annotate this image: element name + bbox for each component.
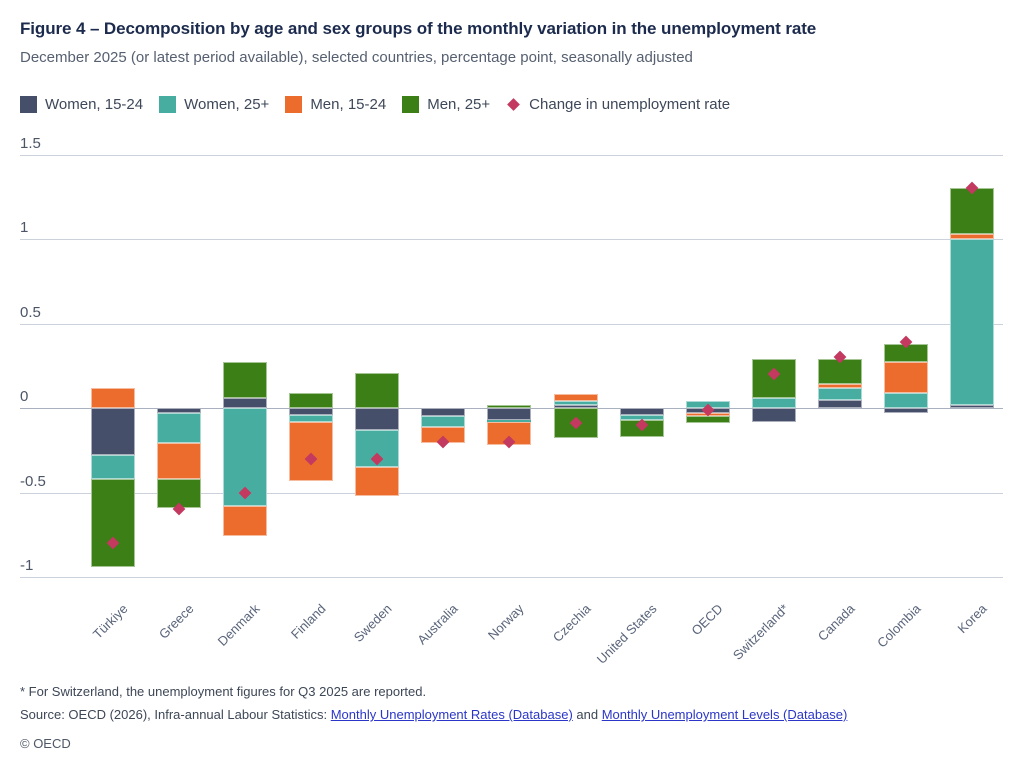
bar-segment-women-25- — [817, 387, 862, 400]
x-axis-country-label: OECD — [688, 601, 726, 639]
legend-item-women-25-: Women, 25+ — [159, 96, 269, 113]
bar-segment-men-25- — [950, 188, 995, 234]
legend-swatch-icon — [20, 96, 37, 113]
bar-segment-men-15-24 — [157, 443, 202, 479]
bar-segment-men-25- — [355, 372, 400, 408]
bar-segment-women-15-24 — [91, 408, 135, 456]
legend-label: Men, 25+ — [427, 96, 491, 113]
bar-segment-men-15-24 — [223, 506, 268, 537]
page-title: Figure 4 – Decomposition by age and sex … — [20, 19, 817, 38]
bar-segment-women-15-24 — [619, 408, 664, 415]
gridline — [20, 323, 1003, 325]
legend-label: Men, 15-24 — [310, 96, 387, 113]
bar-segment-women-25- — [751, 397, 796, 408]
gridline — [20, 239, 1003, 240]
y-axis-tick-label: 0.5 — [20, 303, 41, 321]
y-axis-tick-label: -0.5 — [20, 472, 46, 490]
y-axis-tick-label: 1 — [20, 219, 29, 236]
gridline — [20, 492, 1003, 494]
x-axis-country-label: Czechia — [549, 601, 594, 645]
bar-segment-men-25- — [223, 362, 268, 398]
bar-segment-men-15-24 — [355, 467, 400, 496]
legend-swatch-icon — [159, 96, 177, 113]
bar-segment-men-15-24 — [883, 362, 928, 393]
x-axis-country-label: Australia — [414, 601, 461, 648]
x-axis-country-label: Greece — [155, 601, 197, 642]
x-axis-country-label: Denmark — [214, 601, 263, 649]
x-axis-country-label: Colombia — [874, 601, 924, 651]
bar-segment-men-25- — [289, 392, 334, 408]
legend-label: Change in unemployment rate — [529, 96, 731, 113]
source-line: Source: OECD (2026), Infra-annual Labour… — [20, 707, 847, 722]
bar-segment-women-25- — [91, 455, 135, 479]
page-subtitle: December 2025 (or latest period availabl… — [20, 49, 693, 66]
bar-segment-men-15-24 — [289, 421, 334, 481]
bar-segment-women-15-24 — [950, 404, 995, 408]
bar-segment-women-25- — [157, 413, 202, 444]
gridline — [20, 154, 1003, 156]
x-axis-country-label: Norway — [485, 601, 528, 643]
bar-segment-women-25- — [421, 416, 466, 427]
bar-segment-women-15-24 — [817, 399, 862, 408]
bar-segment-men-25- — [91, 478, 135, 567]
bar-segment-women-15-24 — [223, 397, 268, 408]
bar-segment-men-15-24 — [817, 384, 862, 388]
bar-segment-men-15-24 — [553, 394, 598, 402]
legend-item-men-15-24: Men, 15-24 — [285, 96, 386, 113]
bar-segment-women-15-24 — [157, 408, 202, 414]
bar-segment-women-15-24 — [883, 408, 928, 414]
link-monthly-unemployment-rates[interactable]: Monthly Unemployment Rates (Database) — [330, 707, 573, 722]
legend-item-men-25-: Men, 25+ — [402, 96, 490, 113]
bar-segment-women-15-24 — [421, 408, 466, 417]
legend-swatch-icon — [402, 96, 420, 113]
bar-segment-women-25- — [553, 401, 598, 405]
x-axis-country-label: Switzerland* — [729, 601, 792, 663]
y-axis-tick-label: 1.5 — [20, 134, 41, 152]
source-and: and — [572, 707, 602, 722]
x-axis-country-label: Finland — [288, 601, 329, 642]
y-axis-tick-label: 0 — [20, 388, 29, 405]
bar-segment-women-15-24 — [289, 408, 334, 415]
legend-label: Women, 15-24 — [45, 96, 144, 113]
link-monthly-unemployment-levels[interactable]: Monthly Unemployment Levels (Database) — [601, 707, 848, 722]
copyright-oecd: © OECD — [20, 736, 71, 751]
bar-segment-women-15-24 — [355, 408, 400, 430]
bar-segment-women-15-24 — [751, 408, 796, 422]
footnote-switzerland: * For Switzerland, the unemployment figu… — [20, 684, 427, 699]
x-axis-country-label: Türkiye — [89, 601, 131, 642]
x-axis-country-label: Korea — [954, 601, 990, 637]
bar-segment-women-25- — [950, 239, 995, 405]
bar-segment-women-15-24 — [487, 408, 532, 420]
x-axis-country-label: Canada — [814, 601, 858, 644]
legend-item-women-15-24: Women, 15-24 — [20, 96, 143, 113]
x-axis-country-label: Sweden — [351, 601, 395, 645]
legend-item-change-in-unemployment-rate: Change in unemployment rate — [506, 96, 730, 113]
y-axis-tick-label: -1 — [20, 557, 34, 574]
bar-segment-men-25- — [685, 416, 730, 424]
gridline — [20, 577, 1003, 578]
x-axis-country-label: United States — [593, 601, 660, 667]
legend-label: Women, 25+ — [184, 96, 270, 113]
source-prefix: Source: OECD (2026), Infra-annual Labour… — [20, 707, 331, 722]
bar-segment-women-25- — [487, 419, 532, 422]
bar-segment-men-25- — [487, 404, 532, 408]
legend-swatch-icon — [285, 96, 303, 113]
bar-segment-women-25- — [883, 392, 928, 408]
bar-segment-women-25- — [289, 414, 334, 422]
chart-legend: Women, 15-24 Women, 25+ Men, 15-24 Men, 25+… — [20, 96, 730, 113]
bar-segment-men-15-24 — [950, 233, 995, 239]
bar-segment-women-15-24 — [553, 404, 598, 408]
bar-segment-men-15-24 — [91, 387, 135, 408]
